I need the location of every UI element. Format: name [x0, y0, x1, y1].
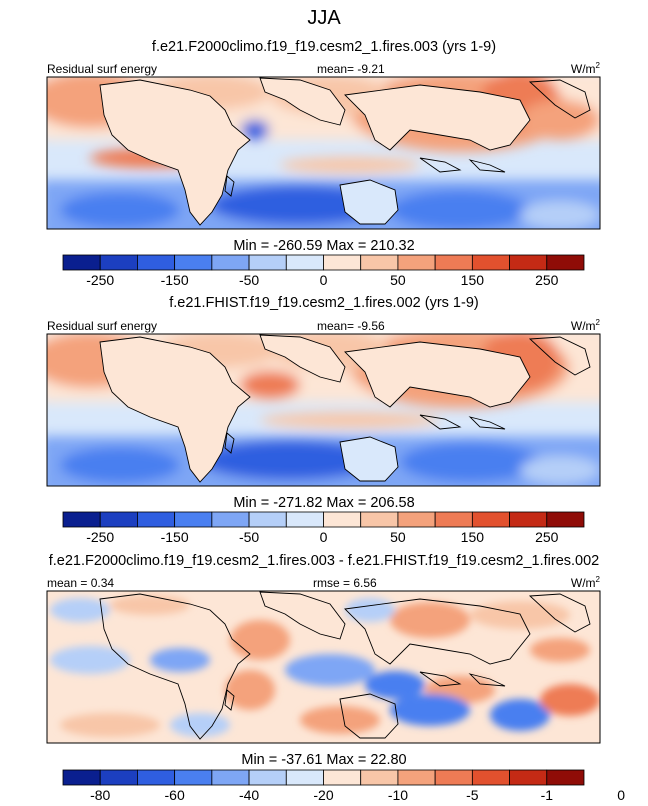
colorbar-swatch [285, 254, 324, 271]
colorbar-tick-label: 0 [320, 529, 328, 545]
colorbar-tick-label: 0 [617, 787, 625, 803]
colorbar-tick-label: -150 [161, 272, 189, 288]
colorbar-swatch [509, 769, 548, 786]
panel-3-map [47, 591, 600, 743]
panel-2: f.e21.FHIST.f19_f19.cesm2_1.fires.002 (y… [46, 295, 601, 545]
colorbar-swatch [546, 254, 585, 271]
panel-3-rmse-label: rmse = 6.56 [313, 576, 377, 590]
colorbar-swatch [99, 769, 138, 786]
colorbar-swatch [509, 254, 548, 271]
colorbar-swatch [248, 511, 287, 528]
colorbar-swatch [137, 254, 176, 271]
colorbar-swatch [360, 511, 399, 528]
panel-1-title: f.e21.F2000climo.f19_f19.cesm2_1.fires.0… [152, 39, 496, 55]
panel-1-left-label: Residual surf energy [47, 62, 157, 76]
colorbar-tick-label: -5 [466, 787, 479, 803]
colorbar-tick-label: 0 [320, 272, 328, 288]
colorbar-swatch [471, 769, 510, 786]
colorbar-swatch [248, 254, 287, 271]
colorbar-swatch [62, 254, 101, 271]
panel-2-title: f.e21.FHIST.f19_f19.cesm2_1.fires.002 (y… [169, 295, 478, 311]
season-title: JJA [307, 7, 341, 29]
colorbar-swatch [99, 254, 138, 271]
panel-3: f.e21.F2000climo.f19_f19.cesm2_1.fires.0… [46, 553, 625, 803]
colorbar-swatch [211, 769, 250, 786]
colorbar-swatch [211, 254, 250, 271]
colorbar-swatch [285, 511, 324, 528]
panel-1-mean-label: mean= -9.21 [317, 62, 385, 76]
panel-1-colorbar: -250 -150 -50 0 50 150 250 [62, 254, 585, 288]
colorbar-swatch [62, 769, 101, 786]
colorbar-swatch [509, 511, 548, 528]
colorbar-swatch [397, 769, 436, 786]
colorbar-tick-label: -50 [239, 529, 259, 545]
colorbar-tick-label: 50 [390, 272, 406, 288]
panel-2-frame [46, 333, 601, 487]
colorbar-tick-label: -150 [161, 529, 189, 545]
panel-3-frame [46, 590, 601, 744]
colorbar-swatch [323, 254, 362, 271]
colorbar-swatch [397, 254, 436, 271]
colorbar-tick-label: -20 [313, 787, 333, 803]
colorbar-swatch [174, 254, 213, 271]
panel-3-colorbar: -80-60-40-20-10-5-10151020406080 [62, 769, 625, 803]
panel-2-minmax: Min = -271.82 Max = 206.58 [233, 495, 414, 511]
colorbar-tick-label: -250 [86, 272, 114, 288]
colorbar-swatch [174, 769, 213, 786]
colorbar-swatch [323, 511, 362, 528]
panel-1: f.e21.F2000climo.f19_f19.cesm2_1.fires.0… [46, 39, 601, 288]
colorbar-swatch [137, 511, 176, 528]
colorbar-swatch [434, 511, 473, 528]
colorbar-tick-label: -60 [165, 787, 185, 803]
colorbar-swatch [137, 769, 176, 786]
colorbar-swatch [471, 511, 510, 528]
colorbar-tick-label: 50 [390, 529, 406, 545]
colorbar-tick-label: -80 [90, 787, 110, 803]
panel-2-left-label: Residual surf energy [47, 319, 157, 333]
colorbar-tick-label: -40 [239, 787, 259, 803]
colorbar-tick-label: 250 [535, 529, 559, 545]
colorbar-tick-label: -50 [239, 272, 259, 288]
panel-1-units: W/m2 [571, 61, 601, 76]
panel-3-units: W/m2 [571, 575, 601, 590]
colorbar-tick-label: -250 [86, 529, 114, 545]
panel-3-title: f.e21.F2000climo.f19_f19.cesm2_1.fires.0… [49, 553, 600, 569]
colorbar-swatch [546, 769, 585, 786]
panel-1-map [47, 77, 600, 229]
panel-1-minmax: Min = -260.59 Max = 210.32 [233, 238, 414, 254]
panel-3-left-label: mean = 0.34 [47, 576, 114, 590]
colorbar-swatch [323, 769, 362, 786]
panel-1-frame [46, 76, 601, 230]
colorbar-tick-label: 150 [461, 272, 485, 288]
colorbar-swatch [99, 511, 138, 528]
colorbar-swatch [174, 511, 213, 528]
colorbar-swatch [360, 769, 399, 786]
colorbar-swatch [434, 769, 473, 786]
panel-2-units: W/m2 [571, 318, 601, 333]
colorbar-tick-label: -10 [388, 787, 408, 803]
colorbar-swatch [397, 511, 436, 528]
colorbar-tick-label: -1 [541, 787, 554, 803]
colorbar-swatch [62, 511, 101, 528]
colorbar-swatch [434, 254, 473, 271]
panel-2-map [47, 334, 600, 486]
colorbar-swatch [211, 511, 250, 528]
panel-2-colorbar: -250 -150 -50 0 50 150 250 [62, 511, 585, 545]
colorbar-tick-label: 250 [535, 272, 559, 288]
colorbar-swatch [285, 769, 324, 786]
colorbar-swatch [546, 511, 585, 528]
panel-2-mean-label: mean= -9.56 [317, 319, 385, 333]
colorbar-tick-label: 150 [461, 529, 485, 545]
colorbar-swatch [471, 254, 510, 271]
colorbar-swatch [360, 254, 399, 271]
panel-3-minmax: Min = -37.61 Max = 22.80 [241, 752, 406, 768]
colorbar-swatch [248, 769, 287, 786]
